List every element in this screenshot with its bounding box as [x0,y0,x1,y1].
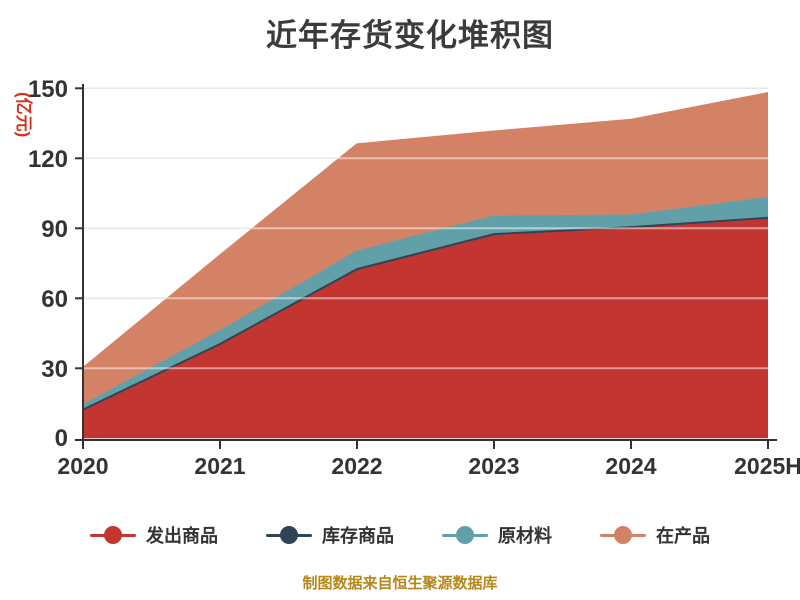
legend-marker-icon [90,526,136,544]
x-tick-2020: 2020 [57,453,108,479]
legend-item-zaichanpin[interactable]: 在产品 [600,522,710,548]
x-tick-2021: 2021 [194,453,245,479]
data-source-caption: 制图数据来自恒生聚源数据库 [302,575,498,592]
y-tick-120: 120 [28,146,68,173]
legend-marker-icon [442,526,488,544]
area-series-group [83,93,768,439]
legend-item-fachu-shangpin[interactable]: 发出商品 [90,522,218,548]
legend-label: 在产品 [656,526,710,546]
area-series-3 [83,93,768,406]
legend-marker-icon [600,526,646,544]
y-tick-60: 60 [41,286,68,313]
area-series-2 [83,198,768,410]
area-series-1-edge [82,216,769,411]
chart-title: 近年存货变化堆积图 [266,18,554,53]
legend-dot-icon [104,526,122,544]
y-tick-30: 30 [41,356,68,383]
legend-label: 原材料 [498,526,552,546]
legend-dot-icon [456,526,474,544]
y-tick-90: 90 [41,216,68,243]
x-tick-2023: 2023 [468,453,519,479]
legend-dot-icon [614,526,632,544]
area-series-0 [83,219,768,439]
area-series-2-edge [82,197,769,407]
x-axis-labels: 2020 2021 2022 2023 2024 2025H [57,453,800,479]
x-tick-2022: 2022 [331,453,382,479]
area-edge-lines [82,92,769,412]
area-series-3-edge [82,92,769,369]
legend-marker-icon [266,526,312,544]
legend-label: 库存商品 [322,526,394,546]
y-axis-name: (亿元) [14,92,33,138]
gridlines-overlay [83,87,768,370]
legend-item-kucun-shangpin[interactable]: 库存商品 [266,522,394,548]
x-tick-2025H: 2025H [734,453,800,479]
legend-item-yuancailiao[interactable]: 原材料 [442,522,552,548]
legend-dot-icon [280,526,298,544]
y-tick-0: 0 [55,425,68,452]
y-axis-labels: 0 30 60 90 120 150 [28,76,68,452]
legend: 发出商品 库存商品 原材料 在产品 [0,522,800,548]
legend-label: 发出商品 [146,526,218,546]
y-tick-150: 150 [28,76,68,103]
axes [75,84,777,449]
x-tick-2024: 2024 [605,453,656,479]
